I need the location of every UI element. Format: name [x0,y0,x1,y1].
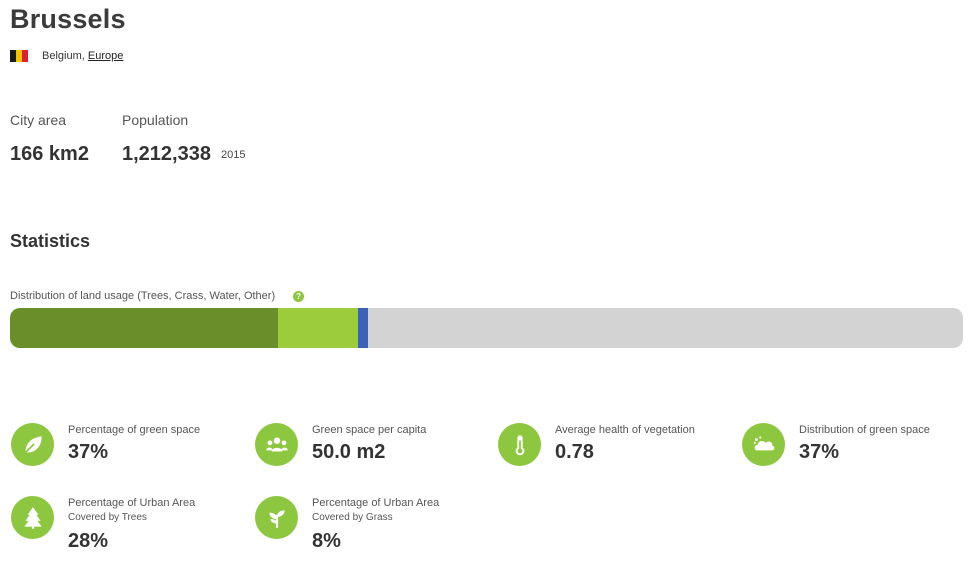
city-area-label: City area [10,112,67,128]
stat-value: 37% [799,441,840,463]
country-name: Belgium, [42,50,85,62]
belgium-flag-icon [10,50,28,62]
bar-segment-grass [278,308,359,348]
population-label: Population [122,112,189,128]
stat-green-space-percentage: Percentage of green space 37% [11,423,200,466]
city-area-value: 166 km2 [10,143,89,165]
stat-label: Average health of vegetation [555,424,695,436]
stat-value: 50.0 m2 [312,441,386,463]
bar-segment-trees [10,308,279,348]
location-line: Belgium, Europe [10,50,123,62]
bar-segment-other [368,308,963,348]
stat-green-space-distribution: Distribution of green space 37% [742,423,930,466]
stat-value: 0.78 [555,441,594,463]
stat-value: 8% [312,530,341,552]
tree-icon [11,496,54,539]
stat-value: 37% [68,441,109,463]
bar-segment-water [358,308,369,348]
population-year: 2015 [221,149,246,161]
stat-vegetation-health: Average health of vegetation 0.78 [498,423,695,466]
stat-sublabel: Covered by Grass [312,512,393,523]
stat-label: Percentage of green space [68,424,201,436]
statistics-title: Statistics [10,231,91,251]
stat-label: Green space per capita [312,424,427,436]
leaf-icon [11,423,54,466]
stat-urban-trees: Percentage of Urban Area Covered by Tree… [11,496,195,553]
stat-label: Percentage of Urban Area [68,497,196,509]
region-link[interactable]: Europe [87,50,124,62]
city-title: Brussels [10,4,126,34]
stat-label: Percentage of Urban Area [312,497,440,509]
population-value: 1,212,338 [122,143,211,165]
stat-value: 28% [68,530,109,552]
question-icon[interactable]: ? [293,290,305,302]
distribution-label-text: Distribution of land usage (Trees, Crass… [10,290,276,302]
stat-green-space-per-capita: Green space per capita 50.0 m2 [255,423,426,466]
thermometer-icon [498,423,541,466]
cloud-distribution-icon [742,423,785,466]
stat-urban-grass: Percentage of Urban Area Covered by Gras… [255,496,439,553]
land-usage-bar [10,308,963,348]
distribution-label: Distribution of land usage (Trees, Crass… [10,290,305,302]
stat-label: Distribution of green space [799,424,930,436]
sprout-icon [255,496,298,539]
people-icon [255,423,298,466]
stat-sublabel: Covered by Trees [68,512,147,523]
